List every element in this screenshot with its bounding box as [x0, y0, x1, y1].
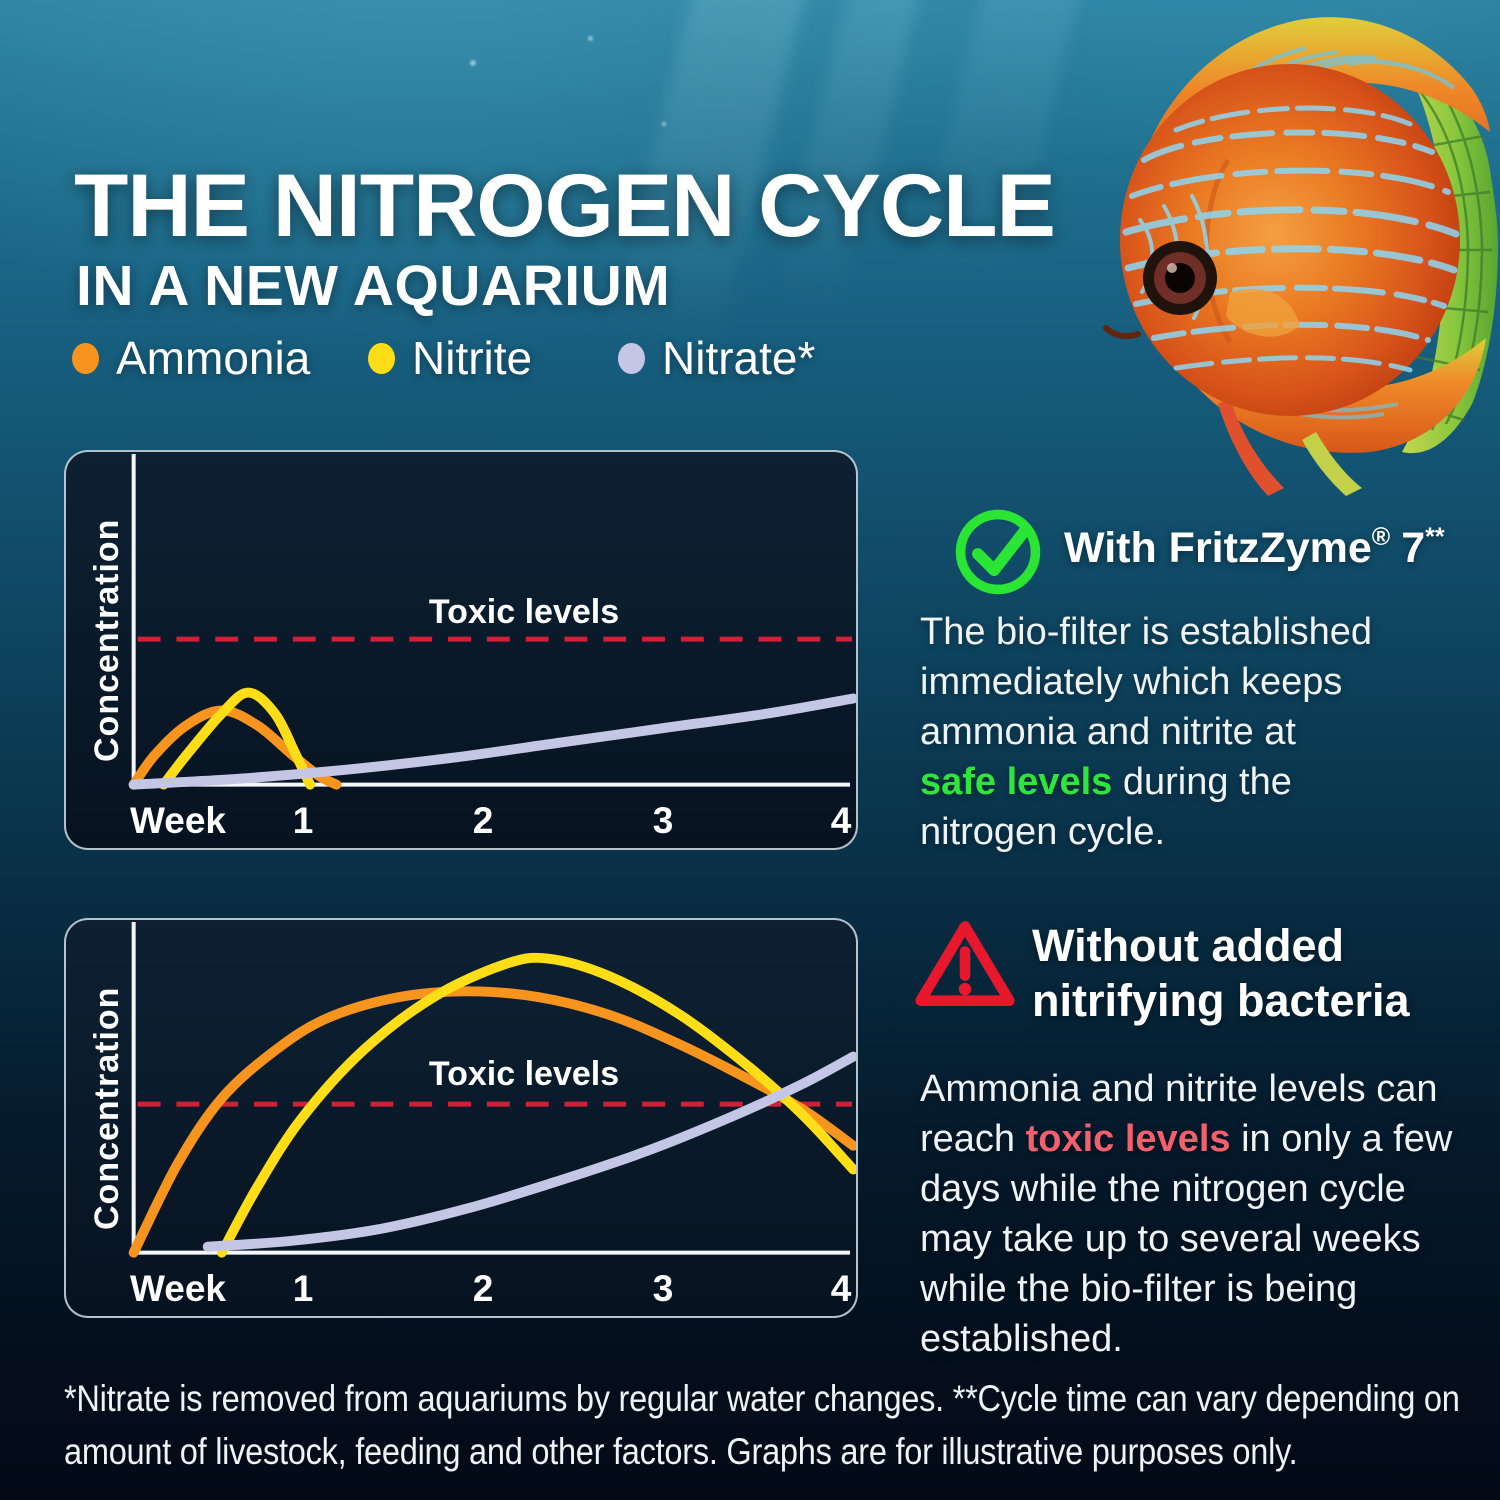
y-axis-label: Concentration — [88, 986, 126, 1230]
fish-dorsal-fin — [1132, 17, 1490, 196]
x-tick-3: 3 — [652, 1268, 674, 1309]
ammonia-dot-icon — [72, 342, 99, 374]
footnote-line-1: *Nitrate is removed from aquariums by re… — [64, 1378, 1460, 1419]
x-tick-4: 4 — [830, 800, 852, 841]
chart-with-fritzzyme: Concentration Toxic levels Week 1 2 3 4 — [64, 450, 858, 850]
with-fritzzyme-paragraph: The bio-filter is established immediatel… — [920, 607, 1372, 857]
text: during the — [1112, 761, 1292, 803]
legend-label: Ammonia — [116, 332, 311, 384]
text: ammonia and nitrite at — [920, 711, 1296, 753]
heading-number: 7 — [1401, 524, 1426, 572]
page-subtitle: IN A NEW AQUARIUM — [76, 254, 671, 319]
water-particle — [662, 122, 666, 126]
paragraph-line: safe levels during the — [920, 757, 1372, 807]
paragraph-line: while the bio-filter is being — [920, 1264, 1452, 1314]
safe-levels-highlight: safe levels — [920, 761, 1113, 803]
x-tick-week: Week — [130, 800, 226, 841]
legend-label: Nitrate* — [662, 332, 816, 384]
page-title: THE NITROGEN CYCLE — [74, 154, 1056, 255]
fish-ventral-streamer — [1302, 432, 1362, 496]
x-tick-3: 3 — [652, 800, 674, 841]
without-bacteria-paragraph: Ammonia and nitrite levels can reach tox… — [920, 1064, 1452, 1364]
text: days while the nitrogen cycle — [920, 1168, 1406, 1210]
water-particle — [588, 36, 593, 41]
x-tick-2: 2 — [472, 1268, 494, 1309]
fish-mouth — [1103, 325, 1141, 339]
x-tick-1: 1 — [292, 800, 314, 841]
registered-mark: ® — [1371, 522, 1391, 551]
paragraph-line: may take up to several weeks — [920, 1214, 1452, 1264]
double-asterisk: ** — [1425, 522, 1445, 551]
paragraph-line: days while the nitrogen cycle — [920, 1164, 1452, 1214]
footnote-line-2: amount of livestock, feeding and other f… — [64, 1431, 1298, 1472]
x-tick-week: Week — [130, 1268, 226, 1309]
paragraph-line: established. — [920, 1314, 1452, 1364]
text: reach — [920, 1118, 1026, 1160]
with-fritzzyme-heading: With FritzZyme® 7** — [1064, 522, 1445, 573]
heading-text: With FritzZyme — [1064, 524, 1372, 572]
chart-without-bacteria: Concentration Toxic levels Week 1 2 3 4 — [64, 918, 858, 1318]
paragraph-line: nitrogen cycle. — [920, 807, 1372, 857]
warning-triangle-icon — [915, 921, 1015, 1006]
legend-label: Nitrite — [412, 332, 533, 384]
toxic-levels-label: Toxic levels — [428, 1055, 620, 1093]
nitrate-dot-icon — [618, 342, 645, 374]
discus-fish-image — [1103, 17, 1498, 496]
text: may take up to several weeks — [920, 1218, 1421, 1260]
text: Ammonia and nitrite levels can — [920, 1068, 1438, 1110]
without-bacteria-heading: Without added nitrifying bacteria — [1032, 918, 1410, 1028]
nitrite-dot-icon — [368, 342, 395, 374]
paragraph-line: The bio-filter is established — [920, 607, 1372, 657]
check-circle-icon — [955, 509, 1041, 595]
text: established. — [920, 1318, 1123, 1360]
fish-ventral-streamer — [1218, 398, 1284, 496]
text: The bio-filter is established — [920, 611, 1372, 653]
fish-pectoral-fin — [1226, 288, 1300, 337]
paragraph-line: reach toxic levels in only a few — [920, 1114, 1452, 1164]
heading-line: nitrifying bacteria — [1032, 975, 1410, 1026]
paragraph-line: Ammonia and nitrite levels can — [920, 1064, 1452, 1114]
x-tick-2: 2 — [472, 800, 494, 841]
legend-item-nitrite: Nitrite — [368, 331, 532, 385]
fish-body — [1120, 64, 1460, 416]
legend-item-nitrate: Nitrate* — [618, 331, 815, 385]
text: while the bio-filter is being — [920, 1268, 1358, 1310]
paragraph-line: ammonia and nitrite at — [920, 707, 1372, 757]
text: nitrogen cycle. — [920, 811, 1166, 853]
chart-canvas — [128, 921, 856, 1258]
x-tick-1: 1 — [292, 1268, 314, 1309]
text: immediately which keeps — [920, 661, 1343, 703]
legend-item-ammonia: Ammonia — [72, 331, 310, 385]
x-tick-4: 4 — [830, 1268, 852, 1309]
chart-canvas — [128, 453, 856, 790]
heading-line: Without added — [1032, 920, 1345, 971]
footnote: *Nitrate is removed from aquariums by re… — [64, 1372, 1460, 1478]
water-particle — [470, 60, 476, 66]
toxic-levels-highlight: toxic levels — [1025, 1118, 1231, 1160]
paragraph-line: immediately which keeps — [920, 657, 1372, 707]
toxic-levels-label: Toxic levels — [428, 593, 620, 631]
y-axis-label: Concentration — [88, 518, 126, 762]
text: in only a few — [1230, 1118, 1453, 1160]
fish-eye-glint — [1167, 263, 1177, 273]
